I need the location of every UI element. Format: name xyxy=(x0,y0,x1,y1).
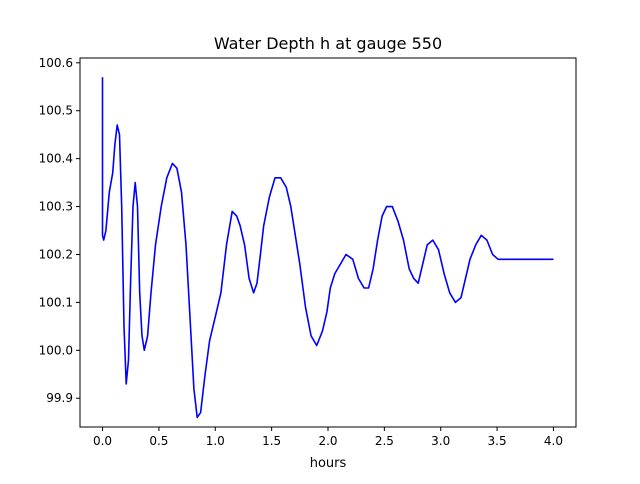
y-tick-label: 100.2 xyxy=(39,247,73,261)
y-tick-label: 100.3 xyxy=(39,200,73,214)
x-axis-label: hours xyxy=(310,456,347,471)
y-tick-label: 100.1 xyxy=(39,295,73,309)
x-tick-label: 3.5 xyxy=(488,434,507,448)
y-tick-label: 100.5 xyxy=(39,104,73,118)
series-layer xyxy=(101,77,554,419)
x-tick-label: 2.0 xyxy=(318,434,337,448)
series-line xyxy=(101,77,554,419)
x-axis: 0.0 0.5 1.0 1.5 2.0 2.5 3.0 3.5 4.0 xyxy=(93,427,563,448)
x-tick-label: 0.5 xyxy=(149,434,168,448)
y-tick-label: 99.9 xyxy=(46,391,73,405)
y-tick-label: 100.0 xyxy=(39,343,73,357)
y-tick-label: 100.4 xyxy=(39,152,73,166)
chart-title: Water Depth h at gauge 550 xyxy=(214,34,442,53)
x-tick-label: 3.0 xyxy=(431,434,450,448)
x-tick-label: 4.0 xyxy=(544,434,563,448)
x-tick-label: 1.5 xyxy=(262,434,281,448)
y-tick-label: 100.6 xyxy=(39,56,73,70)
y-axis: 99.9 100.0 100.1 100.2 100.3 100.4 100.5 100.6 xyxy=(39,56,80,405)
x-tick-label: 1.0 xyxy=(206,434,225,448)
x-tick-label: 2.5 xyxy=(375,434,394,448)
x-tick-label: 0.0 xyxy=(93,434,112,448)
